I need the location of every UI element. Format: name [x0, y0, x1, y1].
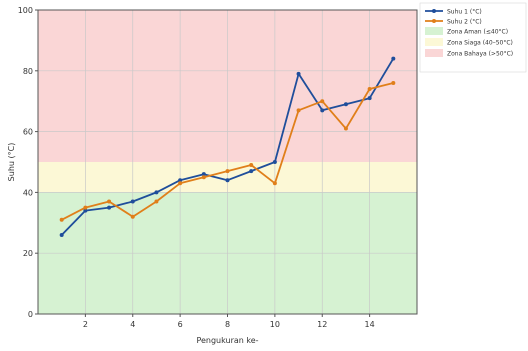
series-1-point-2 [107, 199, 112, 204]
series-0-point-14 [391, 56, 396, 61]
x-tick-label-0: 2 [83, 320, 88, 329]
series-1-point-1 [83, 205, 88, 210]
x-tick-label-3: 8 [225, 320, 230, 329]
series-1-point-6 [201, 175, 206, 180]
x-tick-label-1: 4 [130, 320, 135, 329]
legend-marker-0 [432, 9, 436, 13]
legend-swatch-1 [425, 38, 443, 46]
legend-swatch-2 [425, 49, 443, 57]
series-0-point-1 [83, 208, 88, 213]
series-0-point-4 [154, 190, 159, 195]
x-tick-label-4: 10 [270, 320, 280, 329]
ticks-layer: 0 20 40 60 80 100 2 4 6 8 10 12 14 [18, 6, 375, 329]
y-tick-label-5: 100 [18, 6, 33, 15]
legend-label-0: Suhu 1 (°C) [447, 9, 482, 16]
series-0-point-7 [225, 178, 230, 183]
legend-label-1: Suhu 2 (°C) [447, 19, 482, 26]
series-1-point-11 [320, 99, 325, 104]
series-0-point-6 [201, 172, 206, 177]
series-1-point-13 [367, 87, 372, 92]
series-0-point-3 [130, 199, 135, 204]
series-0-point-9 [272, 160, 277, 164]
series-1-point-12 [343, 126, 348, 131]
series-0-point-10 [296, 71, 301, 76]
series-1-point-0 [59, 217, 64, 222]
y-axis-label: Suhu (°C) [7, 143, 16, 182]
y-tick-label-1: 20 [23, 249, 33, 258]
series-0-point-12 [343, 102, 348, 107]
series-1-point-8 [249, 163, 254, 168]
x-axis-label: Pengukuran ke- [196, 336, 258, 345]
series-1-point-4 [154, 199, 159, 204]
legend-marker-1 [432, 19, 436, 23]
series-0-point-0 [59, 232, 64, 237]
y-tick-label-3: 60 [23, 128, 33, 137]
legend-zone-label-2: Zona Bahaya (>50°C) [447, 51, 513, 58]
series-layer [59, 56, 396, 237]
x-tick-label-5: 12 [317, 320, 327, 329]
y-tick-label-4: 80 [23, 67, 33, 76]
series-0-point-8 [249, 169, 254, 174]
series-1-point-7 [225, 169, 230, 174]
series-0-point-5 [178, 178, 183, 183]
series-0-point-11 [320, 108, 325, 113]
legend: Suhu 1 (°C) Suhu 2 (°C) Zona Aman (≤40°C) Z… [419, 2, 527, 73]
series-0-point-13 [367, 96, 372, 101]
legend-swatch-0 [425, 27, 443, 35]
series-1-point-10 [296, 108, 301, 113]
series-1-point-3 [130, 214, 135, 219]
series-1-point-14 [391, 80, 396, 85]
x-tick-label-6: 14 [365, 320, 375, 329]
series-1-point-5 [178, 181, 183, 186]
legend-box [419, 2, 527, 73]
legend-zone-label-0: Zona Aman (≤40°C) [447, 29, 508, 36]
series-1-point-9 [272, 181, 277, 186]
x-tick-label-2: 6 [178, 320, 183, 329]
y-tick-label-0: 0 [28, 310, 33, 319]
series-0-point-2 [107, 205, 112, 210]
legend-zone-label-1: Zona Siaga (40–50°C) [447, 40, 513, 47]
y-tick-label-2: 40 [23, 188, 33, 197]
grid-layer [38, 9, 417, 315]
